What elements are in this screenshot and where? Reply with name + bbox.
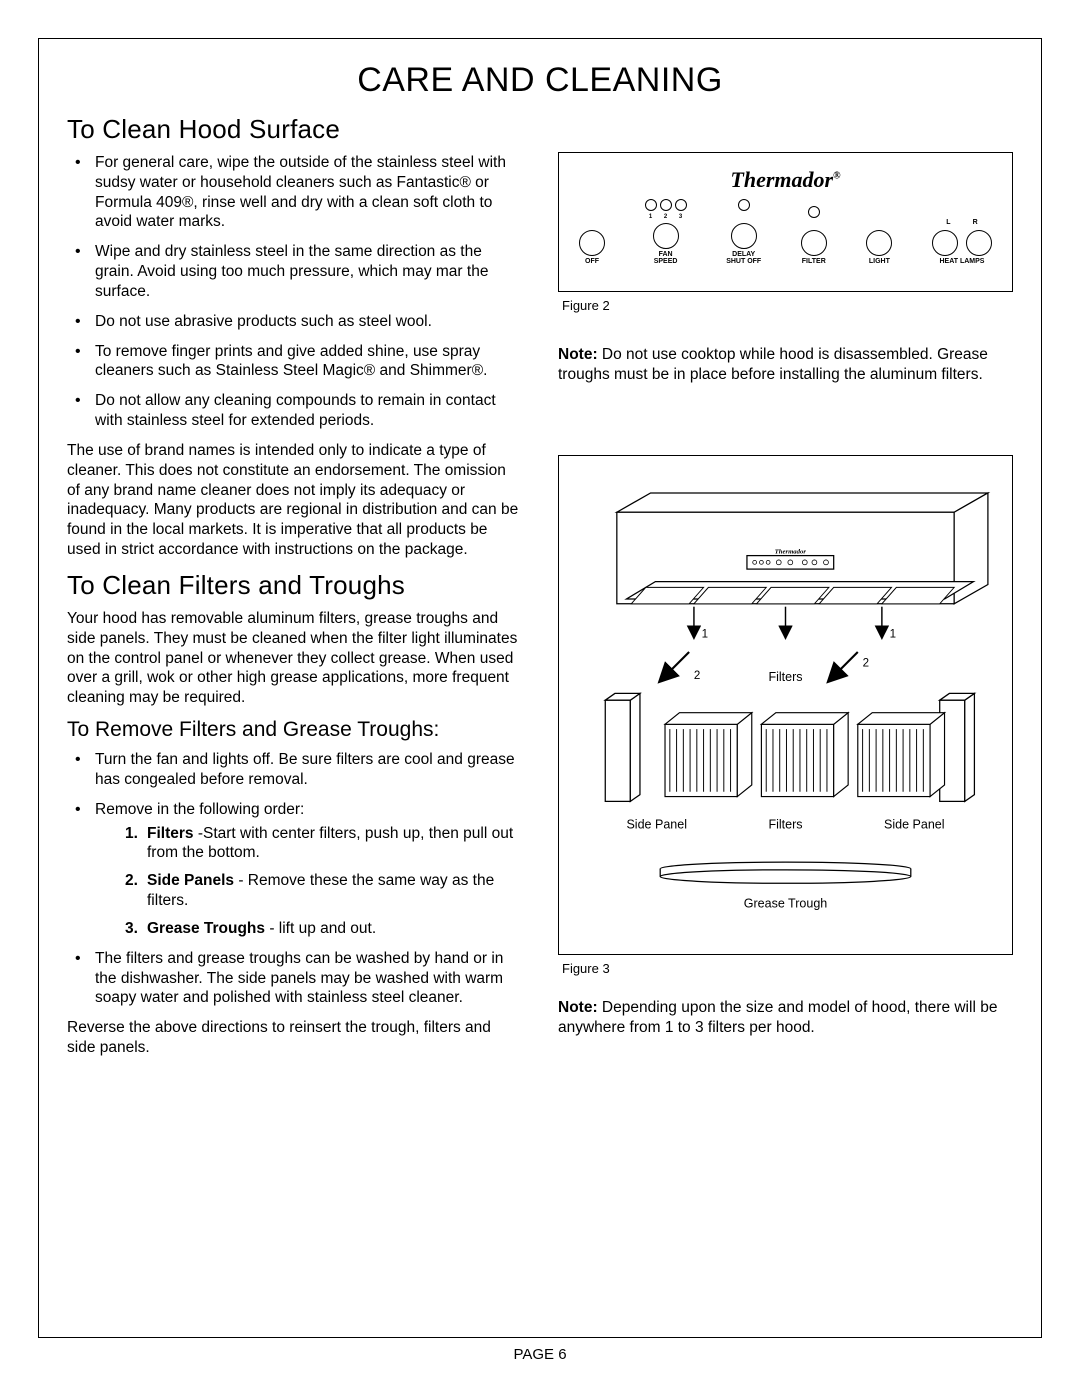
control-panel-row: OFF 123 FAN SPEED DELAY SHU xyxy=(575,199,996,265)
page-title: CARE AND CLEANING xyxy=(67,61,1013,100)
knob-icon xyxy=(801,230,827,256)
delay-control: DELAY SHUT OFF xyxy=(726,199,761,265)
sub-heading: To Remove Filters and Grease Troughs: xyxy=(67,718,522,742)
bullet: Remove in the following order: 1.Filters… xyxy=(95,800,522,939)
brand-logo: Thermador® xyxy=(575,167,996,193)
knob-icon xyxy=(966,230,992,256)
svg-text:Thermador: Thermador xyxy=(775,549,807,556)
figure-3-caption: Figure 3 xyxy=(562,961,1013,976)
two-column-layout: To Clean Hood Surface For general care, … xyxy=(67,114,1013,1068)
bullet: The filters and grease troughs can be wa… xyxy=(95,949,522,1008)
knob-icon xyxy=(932,230,958,256)
fan-speed-control: 123 FAN SPEED xyxy=(645,199,687,265)
svg-text:2: 2 xyxy=(694,670,700,682)
indicator-icons xyxy=(645,199,687,211)
section2-heading: To Clean Filters and Troughs xyxy=(67,570,522,601)
svg-text:2: 2 xyxy=(863,658,869,670)
bullet-text: Remove in the following order: xyxy=(95,801,304,818)
svg-text:Filters: Filters xyxy=(768,670,802,684)
section1-heading: To Clean Hood Surface xyxy=(67,114,522,145)
svg-text:Side Panel: Side Panel xyxy=(884,818,945,832)
brand-disclaimer: The use of brand names is intended only … xyxy=(67,441,522,560)
svg-text:Filters: Filters xyxy=(768,818,802,832)
figure-2-caption: Figure 2 xyxy=(562,298,1013,313)
section2-intro: Your hood has removable aluminum filters… xyxy=(67,609,522,708)
bullet: Turn the fan and lights off. Be sure fil… xyxy=(95,750,522,790)
note-2: Note: Depending upon the size and model … xyxy=(558,998,1013,1038)
filter-control: FILTER xyxy=(801,206,827,265)
figure-3-wrap: Thermador xyxy=(558,455,1013,976)
step: 3.Grease Troughs - lift up and out. xyxy=(147,919,522,939)
bullet: Do not use abrasive products such as ste… xyxy=(95,312,522,332)
sub-bullets: Turn the fan and lights off. Be sure fil… xyxy=(67,750,522,1008)
left-column: To Clean Hood Surface For general care, … xyxy=(67,114,522,1068)
bullet: For general care, wipe the outside of th… xyxy=(95,153,522,232)
right-column: Thermador® OFF 123 FAN SPEED xyxy=(558,114,1013,1068)
step: 1.Filters -Start with center filters, pu… xyxy=(147,824,522,864)
bullet: Wipe and dry stainless steel in the same… xyxy=(95,242,522,301)
svg-text:1: 1 xyxy=(702,629,708,641)
bullet: Do not allow any cleaning compounds to r… xyxy=(95,391,522,431)
off-control: OFF xyxy=(579,214,605,265)
knob-icon xyxy=(653,223,679,249)
svg-text:1: 1 xyxy=(890,629,896,641)
svg-text:Side Panel: Side Panel xyxy=(626,818,687,832)
bullet: To remove finger prints and give added s… xyxy=(95,342,522,382)
step: 2.Side Panels - Remove these the same wa… xyxy=(147,871,522,911)
section1-bullets: For general care, wipe the outside of th… xyxy=(67,153,522,431)
light-control: LIGHT xyxy=(866,206,892,265)
note-1: Note: Do not use cooktop while hood is d… xyxy=(558,345,1013,385)
heat-lamps-control: LR HEAT LAMPS xyxy=(932,219,992,265)
knob-icon xyxy=(579,230,605,256)
knob-icon xyxy=(866,230,892,256)
hood-diagram-svg: Thermador xyxy=(559,456,1012,954)
page-frame: CARE AND CLEANING To Clean Hood Surface … xyxy=(38,38,1042,1338)
svg-text:Grease Trough: Grease Trough xyxy=(744,897,828,911)
reverse-paragraph: Reverse the above directions to reinsert… xyxy=(67,1018,522,1058)
knob-icon xyxy=(731,223,757,249)
figure-3-box: Thermador xyxy=(558,455,1013,955)
indicator-icon xyxy=(738,199,750,211)
page-number: PAGE 6 xyxy=(38,1346,1042,1363)
figure-2-box: Thermador® OFF 123 FAN SPEED xyxy=(558,152,1013,292)
numbered-steps: 1.Filters -Start with center filters, pu… xyxy=(95,824,522,939)
indicator-icon xyxy=(808,206,820,218)
